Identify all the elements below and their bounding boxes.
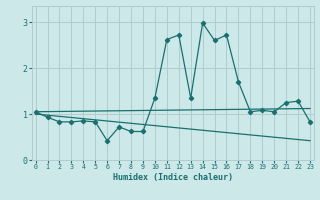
X-axis label: Humidex (Indice chaleur): Humidex (Indice chaleur) <box>113 173 233 182</box>
